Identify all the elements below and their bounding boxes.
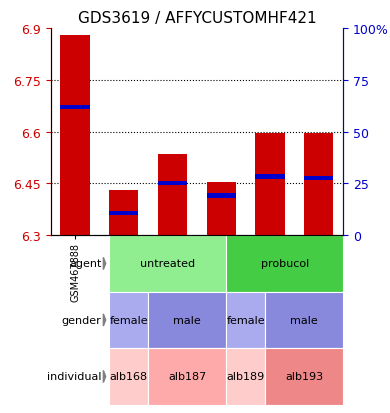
Bar bbox=[109, 191, 138, 236]
Polygon shape bbox=[103, 314, 106, 326]
Text: probucol: probucol bbox=[261, 259, 309, 269]
Bar bbox=[60, 36, 90, 236]
Bar bbox=[109, 349, 148, 405]
Bar bbox=[207, 194, 236, 198]
Text: male: male bbox=[290, 315, 318, 325]
Bar bbox=[255, 134, 285, 236]
Bar bbox=[109, 292, 148, 349]
Bar bbox=[109, 235, 226, 292]
Bar bbox=[255, 175, 285, 179]
Bar bbox=[60, 106, 90, 110]
Bar bbox=[304, 134, 333, 236]
Text: female: female bbox=[109, 315, 148, 325]
Bar bbox=[265, 292, 343, 349]
Text: alb187: alb187 bbox=[168, 372, 206, 382]
Bar bbox=[158, 182, 187, 186]
Bar bbox=[207, 182, 236, 236]
Bar bbox=[226, 349, 265, 405]
Text: untreated: untreated bbox=[140, 259, 195, 269]
Bar bbox=[148, 292, 226, 349]
Polygon shape bbox=[103, 258, 106, 270]
Text: alb193: alb193 bbox=[285, 372, 323, 382]
Text: individual: individual bbox=[47, 372, 101, 382]
Bar bbox=[304, 177, 333, 181]
Text: male: male bbox=[173, 315, 201, 325]
Text: alb189: alb189 bbox=[227, 372, 265, 382]
Bar bbox=[265, 349, 343, 405]
Bar bbox=[158, 154, 187, 236]
Text: agent: agent bbox=[69, 259, 101, 269]
Bar bbox=[148, 349, 226, 405]
Bar bbox=[226, 292, 265, 349]
Bar bbox=[109, 211, 138, 215]
Title: GDS3619 / AFFYCUSTOMHF421: GDS3619 / AFFYCUSTOMHF421 bbox=[78, 12, 316, 26]
Text: female: female bbox=[226, 315, 265, 325]
Bar bbox=[226, 235, 343, 292]
Text: gender: gender bbox=[62, 315, 101, 325]
Polygon shape bbox=[103, 370, 106, 382]
Text: alb168: alb168 bbox=[110, 372, 148, 382]
